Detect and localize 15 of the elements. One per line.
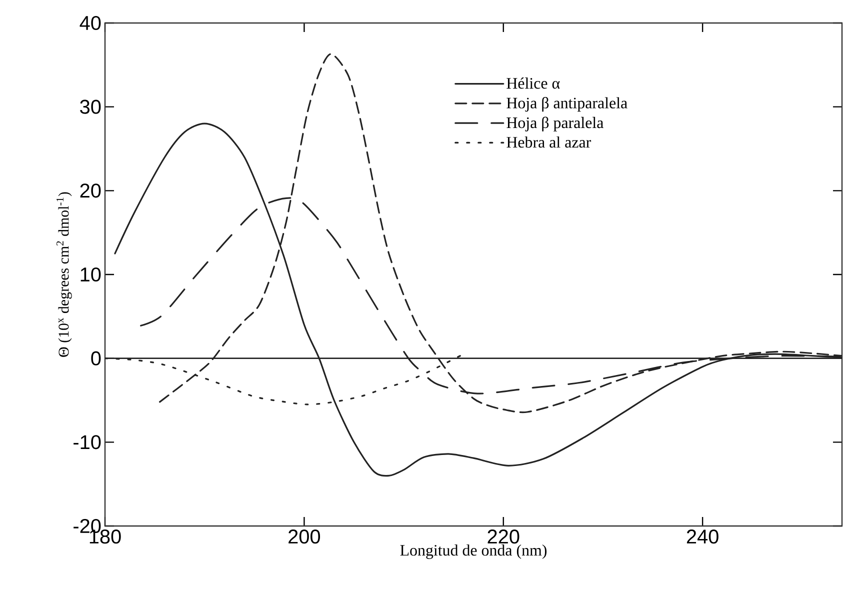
y-tick-label: 40 xyxy=(80,16,101,30)
legend-label: Hoja β paralela xyxy=(506,116,604,132)
legend-label: Hebra al azar xyxy=(506,136,591,148)
legend-label: Hoja β antiparalela xyxy=(506,97,628,112)
x-tick-label: 240 xyxy=(686,530,718,544)
y-axis-title: Θ (10$^{x}$ degrees cm$^{2}$ dmol$^{-1}$) xyxy=(56,192,72,357)
legend-label: Hélice α xyxy=(506,77,560,89)
x-tick-label: 200 xyxy=(288,530,320,544)
x-tick-label: 220 xyxy=(488,530,520,544)
x-axis-title: Longitud de onda (nm) xyxy=(400,544,547,559)
y-tick-label: 20 xyxy=(80,184,101,198)
y-tick-label: -10 xyxy=(74,435,101,450)
y-tick-label: 30 xyxy=(80,100,101,114)
y-tick-label: 0 xyxy=(91,351,101,366)
y-tick-label: 10 xyxy=(80,267,101,282)
